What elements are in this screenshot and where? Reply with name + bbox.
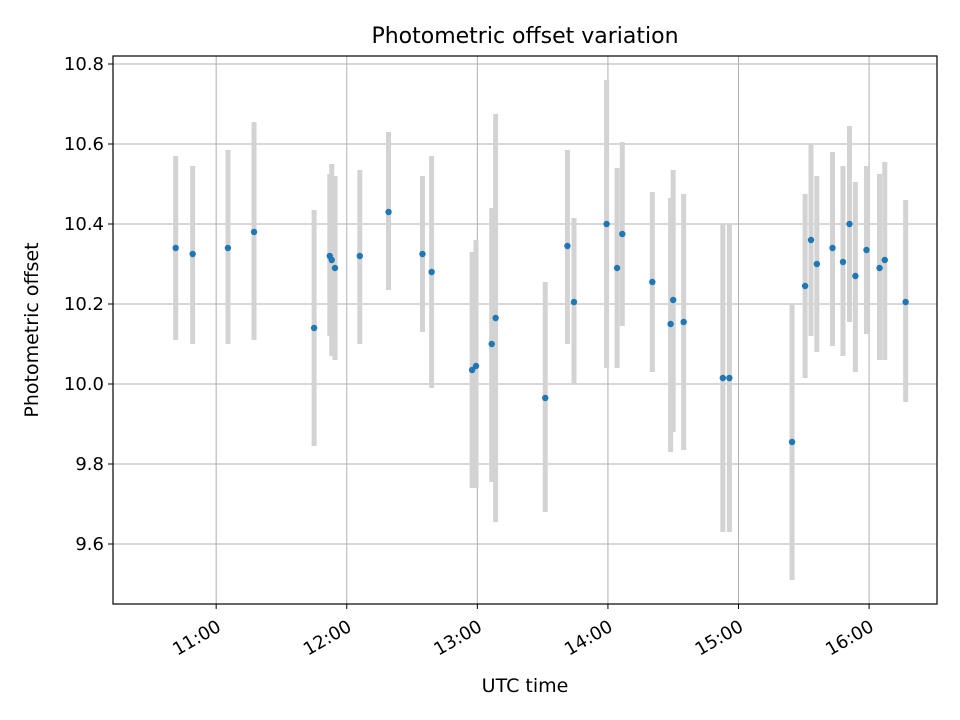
data-point — [542, 394, 549, 402]
y-axis-label: Photometric offset — [21, 242, 43, 417]
chart-title: Photometric offset variation — [371, 24, 678, 49]
data-point — [680, 318, 687, 326]
y-tick-label: 10.4 — [64, 214, 104, 235]
data-point — [726, 374, 733, 382]
data-point — [172, 244, 179, 252]
plot-frame — [112, 55, 938, 605]
data-point — [613, 264, 621, 272]
data-point — [902, 298, 909, 306]
data-point — [881, 256, 888, 264]
data-point — [863, 246, 870, 254]
data-point — [331, 264, 339, 272]
data-point — [801, 282, 809, 290]
data-point — [189, 250, 196, 258]
data-point — [488, 340, 495, 348]
data-point — [788, 438, 796, 446]
data-point — [846, 220, 853, 228]
data-point — [328, 256, 335, 264]
data-point — [564, 242, 571, 250]
data-point — [852, 272, 859, 280]
data-point — [570, 298, 578, 306]
data-point — [619, 230, 626, 238]
data-points — [172, 208, 909, 446]
data-point — [649, 278, 656, 286]
data-point — [839, 258, 847, 266]
data-point — [310, 324, 318, 332]
data-point — [468, 366, 476, 374]
data-point — [419, 250, 426, 258]
y-tick-label: 9.8 — [75, 454, 104, 475]
data-point — [224, 244, 232, 252]
data-point — [472, 362, 480, 370]
data-point — [603, 220, 610, 228]
grid-lines — [113, 56, 937, 604]
y-tick-label: 10.2 — [64, 294, 104, 315]
data-point — [428, 268, 435, 276]
y-axis-ticks: 9.6 9.8 10.0 10.2 10.4 10.6 10.8 — [64, 54, 113, 555]
y-tick-label: 10.0 — [64, 374, 104, 395]
data-point — [670, 296, 677, 304]
y-tick-label: 10.6 — [64, 134, 104, 155]
data-point — [719, 374, 727, 382]
data-point — [385, 208, 392, 216]
data-point — [807, 236, 815, 244]
data-point — [829, 244, 836, 252]
data-point — [492, 314, 499, 322]
data-point — [250, 228, 258, 236]
x-axis-label: UTC time — [482, 675, 569, 697]
data-point — [356, 252, 364, 260]
data-point — [876, 264, 883, 272]
data-point — [813, 260, 821, 268]
data-point — [667, 320, 674, 328]
y-tick-label: 9.6 — [75, 534, 104, 555]
y-tick-label: 10.8 — [64, 54, 104, 75]
